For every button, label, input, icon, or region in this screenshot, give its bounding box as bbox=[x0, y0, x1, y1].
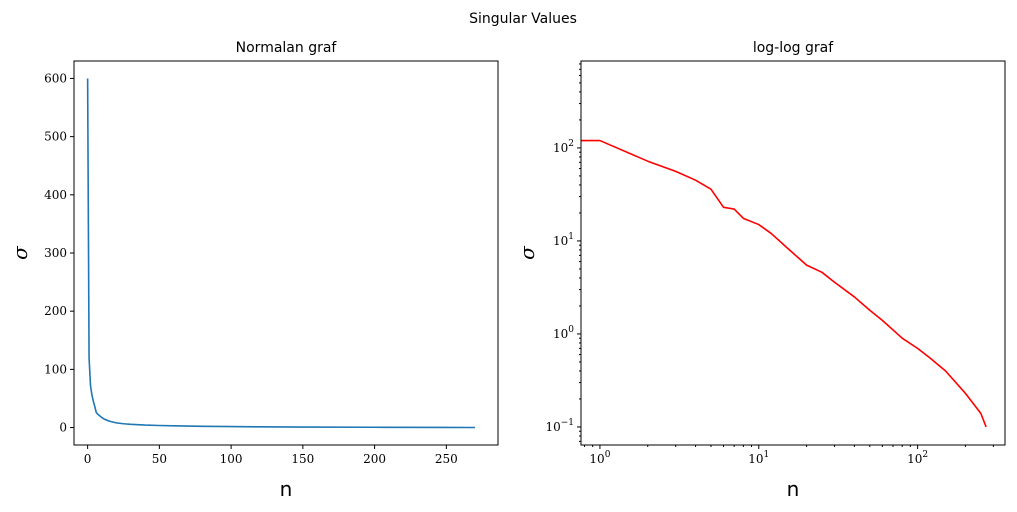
y-tick-label-loglog-0: 10−1 bbox=[545, 418, 574, 434]
series-line-normalan-0 bbox=[86, 78, 476, 429]
y-tick-label-normalan-5: 500 bbox=[44, 130, 67, 144]
x-tick-label-normalan-1: 50 bbox=[152, 452, 167, 466]
series-line-loglog-0 bbox=[581, 139, 987, 428]
y-tick-label-normalan-2: 200 bbox=[44, 304, 67, 318]
axes-frame-normalan bbox=[73, 60, 499, 446]
x-tick-label-normalan-5: 250 bbox=[435, 452, 458, 466]
y-tick-label-normalan-4: 400 bbox=[44, 188, 67, 202]
y-tick-label-normalan-3: 300 bbox=[44, 246, 67, 260]
chart-title-loglog: log-log graf bbox=[753, 40, 834, 56]
x-tick-label-normalan-0: 0 bbox=[84, 452, 92, 466]
x-tick-label-loglog-1: 101 bbox=[748, 450, 769, 466]
axes-frame-loglog bbox=[580, 60, 1006, 446]
x-axis-label-normalan: n bbox=[280, 477, 293, 501]
series-group-loglog bbox=[581, 139, 987, 428]
x-tick-label-loglog-2: 102 bbox=[907, 450, 928, 466]
y-axis-label-loglog: σ bbox=[515, 245, 539, 260]
x-tick-label-normalan-4: 200 bbox=[363, 452, 386, 466]
figure-suptitle: Singular Values bbox=[469, 11, 577, 27]
series-group-normalan bbox=[86, 78, 476, 429]
axis-ticks-loglog: 100 101 102 10−1 100 101 102 bbox=[545, 63, 994, 466]
x-tick-label-loglog-0: 100 bbox=[589, 450, 610, 466]
y-tick-label-normalan-0: 0 bbox=[59, 421, 67, 435]
y-tick-label-loglog-2: 101 bbox=[553, 232, 574, 248]
x-tick-label-normalan-3: 150 bbox=[291, 452, 314, 466]
chart-title-normalan: Normalan graf bbox=[236, 40, 338, 56]
y-tick-label-normalan-6: 600 bbox=[44, 71, 67, 85]
y-tick-label-loglog-1: 100 bbox=[553, 325, 574, 341]
x-tick-label-normalan-2: 100 bbox=[220, 452, 243, 466]
chart-log-log-graf: log-log graf n σ 100 101 102 10−1 100 101 102 bbox=[515, 40, 1006, 501]
x-axis-label-loglog: n bbox=[787, 477, 800, 501]
axis-ticks-normalan: 0 50 100 150 200 250 0 100 200 300 400 500 600 bbox=[44, 71, 458, 466]
chart-normalan-graf: Normalan graf n σ 0 50 100 150 200 250 0 100 200… bbox=[8, 40, 499, 501]
y-axis-label-normalan: σ bbox=[8, 245, 32, 260]
y-tick-label-normalan-1: 100 bbox=[44, 362, 67, 376]
y-tick-label-loglog-3: 102 bbox=[553, 139, 574, 155]
